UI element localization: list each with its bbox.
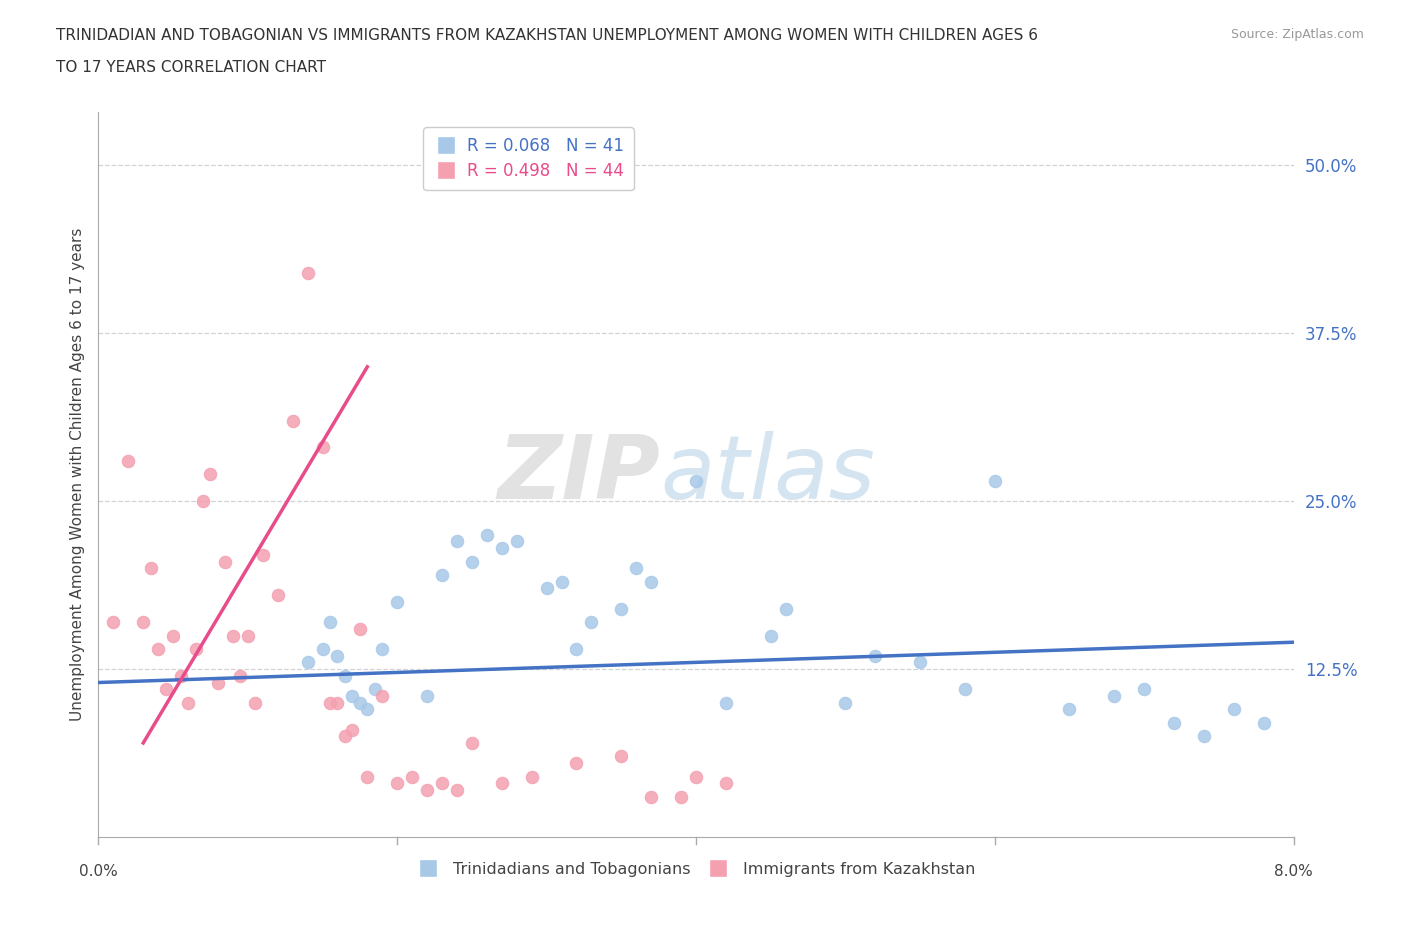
Text: 8.0%: 8.0%: [1274, 864, 1313, 879]
Point: [184, 642, 207, 657]
Point: [581, 615, 603, 630]
Point: [506, 534, 529, 549]
Point: [139, 561, 162, 576]
Point: [236, 628, 259, 643]
Point: [685, 769, 707, 784]
Point: [207, 675, 229, 690]
Point: [908, 655, 931, 670]
Point: [326, 696, 349, 711]
Point: [446, 782, 468, 797]
Point: [416, 782, 439, 797]
Point: [461, 554, 484, 569]
Point: [333, 669, 356, 684]
Point: [759, 628, 782, 643]
Point: [714, 696, 737, 711]
Point: [685, 473, 707, 488]
Point: [626, 561, 648, 576]
Point: [371, 688, 394, 703]
Point: [349, 696, 371, 711]
Point: [1104, 688, 1126, 703]
Text: TRINIDADIAN AND TOBAGONIAN VS IMMIGRANTS FROM KAZAKHSTAN UNEMPLOYMENT AMONG WOME: TRINIDADIAN AND TOBAGONIAN VS IMMIGRANTS…: [56, 28, 1038, 43]
Point: [356, 702, 378, 717]
Point: [610, 601, 633, 616]
Point: [416, 688, 439, 703]
Point: [281, 413, 304, 428]
Point: [103, 615, 125, 630]
Point: [311, 642, 333, 657]
Point: [326, 648, 349, 663]
Point: [536, 581, 558, 596]
Point: [297, 265, 319, 280]
Point: [148, 642, 170, 657]
Point: [1223, 702, 1246, 717]
Point: [169, 669, 191, 684]
Point: [385, 594, 409, 609]
Point: [1192, 729, 1215, 744]
Point: [520, 769, 543, 784]
Point: [714, 776, 737, 790]
Point: [333, 729, 356, 744]
Point: [297, 655, 319, 670]
Point: [319, 615, 342, 630]
Point: [550, 575, 572, 590]
Point: [491, 540, 513, 555]
Point: [200, 467, 222, 482]
Point: [342, 688, 364, 703]
Point: [461, 736, 484, 751]
Point: [834, 696, 856, 711]
Point: [565, 642, 588, 657]
Point: [669, 790, 692, 804]
Point: [1133, 682, 1156, 697]
Point: [385, 776, 409, 790]
Point: [222, 628, 245, 643]
Point: [319, 696, 342, 711]
Point: [865, 648, 887, 663]
Point: [117, 454, 139, 469]
Point: [610, 749, 633, 764]
Point: [1163, 715, 1185, 730]
Point: [162, 628, 184, 643]
Point: [356, 769, 378, 784]
Point: [132, 615, 155, 630]
Point: [984, 473, 1007, 488]
Point: [342, 722, 364, 737]
Point: [430, 567, 453, 582]
Point: [1059, 702, 1081, 717]
Text: TO 17 YEARS CORRELATION CHART: TO 17 YEARS CORRELATION CHART: [56, 60, 326, 75]
Point: [267, 588, 290, 603]
Point: [491, 776, 513, 790]
Text: 0.0%: 0.0%: [79, 864, 118, 879]
Point: [775, 601, 797, 616]
Point: [214, 554, 236, 569]
Point: [252, 548, 274, 563]
Point: [229, 669, 252, 684]
Point: [364, 682, 387, 697]
Text: atlas: atlas: [661, 432, 875, 517]
Text: ZIP: ZIP: [498, 431, 661, 518]
Legend: Trinidadians and Tobagonians, Immigrants from Kazakhstan: Trinidadians and Tobagonians, Immigrants…: [411, 856, 981, 884]
Point: [349, 621, 371, 636]
Point: [640, 575, 662, 590]
Point: [446, 534, 468, 549]
Point: [430, 776, 453, 790]
Point: [953, 682, 976, 697]
Point: [1253, 715, 1275, 730]
Y-axis label: Unemployment Among Women with Children Ages 6 to 17 years: Unemployment Among Women with Children A…: [69, 228, 84, 721]
Point: [475, 527, 498, 542]
Point: [177, 696, 200, 711]
Point: [565, 756, 588, 771]
Point: [245, 696, 267, 711]
Text: Source: ZipAtlas.com: Source: ZipAtlas.com: [1230, 28, 1364, 41]
Point: [155, 682, 177, 697]
Point: [640, 790, 662, 804]
Point: [371, 642, 394, 657]
Point: [311, 440, 333, 455]
Point: [191, 494, 214, 509]
Point: [401, 769, 423, 784]
